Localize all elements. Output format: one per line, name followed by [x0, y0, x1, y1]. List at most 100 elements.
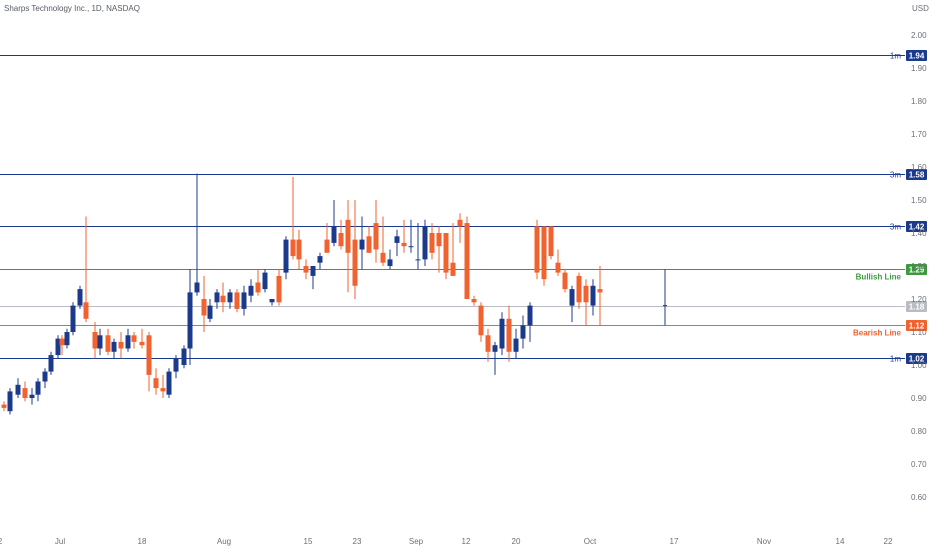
candle-body[interactable] — [131, 335, 137, 342]
candle-body[interactable] — [42, 371, 48, 382]
candle-body[interactable] — [401, 242, 407, 247]
candle-body[interactable] — [64, 332, 70, 346]
candle-body[interactable] — [534, 226, 540, 273]
candle-body[interactable] — [276, 275, 282, 303]
candle-body[interactable] — [548, 226, 554, 257]
candle-body[interactable] — [576, 275, 582, 303]
candle-body[interactable] — [207, 305, 213, 319]
candle-body[interactable] — [160, 388, 166, 392]
candle-body[interactable] — [83, 302, 89, 319]
candle-body[interactable] — [555, 262, 561, 273]
candle-body[interactable] — [296, 239, 302, 260]
candle-body[interactable] — [520, 325, 526, 339]
candle-body[interactable] — [317, 256, 323, 263]
candle-body[interactable] — [35, 381, 41, 395]
level-label: Bearish Line — [853, 329, 902, 338]
candle-body[interactable] — [59, 338, 65, 346]
candle-body[interactable] — [77, 289, 83, 306]
candle-body[interactable] — [597, 289, 603, 293]
time-axis[interactable]: 2 Jul 18 Aug 15 23 Sep 12 20 Oct 17 Nov 14 22 — [0, 537, 893, 546]
candle-body[interactable] — [492, 345, 498, 352]
candle-body[interactable] — [569, 289, 575, 306]
candle-body[interactable] — [227, 292, 233, 303]
candle-body[interactable] — [394, 236, 400, 243]
candle-body[interactable] — [352, 239, 358, 286]
candle-body[interactable] — [436, 233, 442, 247]
candle-body[interactable] — [173, 358, 179, 372]
candle-body[interactable] — [464, 223, 470, 299]
candle-body[interactable] — [590, 285, 596, 306]
candle-body[interactable] — [146, 335, 152, 375]
candle-body[interactable] — [366, 236, 372, 253]
candle-body[interactable] — [111, 341, 117, 352]
candle-body[interactable] — [7, 391, 13, 412]
candle-body[interactable] — [310, 266, 316, 276]
candle-body[interactable] — [422, 226, 428, 260]
candle-body[interactable] — [241, 292, 247, 309]
candle-body[interactable] — [262, 272, 268, 290]
candle-body[interactable] — [471, 299, 477, 303]
candle-body[interactable] — [359, 239, 365, 250]
candle-body[interactable] — [194, 282, 200, 293]
candle-body[interactable] — [583, 285, 589, 303]
candle-body[interactable] — [331, 226, 337, 243]
candle-body[interactable] — [105, 335, 111, 352]
candle-body[interactable] — [139, 341, 145, 346]
candle-body[interactable] — [373, 223, 379, 250]
candle-body[interactable] — [70, 305, 76, 332]
candle-body[interactable] — [201, 299, 207, 316]
candle-body[interactable] — [125, 335, 131, 349]
price-axis[interactable]: USD2.001.901.801.701.601.501.401.301.201… — [911, 4, 929, 502]
candle-body[interactable] — [55, 338, 61, 356]
y-tick-label: 0.70 — [911, 460, 927, 469]
candle-body[interactable] — [408, 246, 414, 248]
candle-body[interactable] — [303, 266, 309, 273]
candle-body[interactable] — [214, 292, 220, 303]
candle-body[interactable] — [22, 388, 28, 398]
candle-body[interactable] — [187, 292, 193, 349]
candle-body[interactable] — [345, 219, 351, 253]
candle-body[interactable] — [457, 219, 463, 227]
candle-body[interactable] — [153, 378, 159, 389]
candle-body[interactable] — [269, 299, 275, 303]
candle-body[interactable] — [97, 335, 103, 349]
candle-body[interactable] — [220, 295, 226, 303]
candle-body[interactable] — [506, 318, 512, 352]
candle-body[interactable] — [1, 404, 7, 408]
price-tag — [906, 353, 927, 364]
candle-body[interactable] — [48, 355, 54, 372]
candle-body[interactable] — [387, 259, 393, 266]
candle-body[interactable] — [248, 285, 254, 296]
candle-body[interactable] — [118, 341, 124, 349]
candle-body[interactable] — [234, 292, 240, 309]
candle-body[interactable] — [29, 394, 35, 398]
candle-body[interactable] — [429, 233, 435, 253]
price-tag — [906, 320, 927, 331]
candle-body[interactable] — [485, 335, 491, 352]
y-tick-label: 0.80 — [911, 427, 927, 436]
candle-body[interactable] — [255, 282, 261, 293]
candle-body[interactable] — [380, 252, 386, 263]
candle-body[interactable] — [290, 239, 296, 257]
candle-body[interactable] — [450, 262, 456, 276]
candle-body[interactable] — [166, 371, 172, 395]
y-tick-label: 1.30 — [911, 262, 927, 271]
y-tick-label: 1.70 — [911, 130, 927, 139]
candle-body[interactable] — [15, 384, 21, 395]
candle-body[interactable] — [415, 259, 421, 261]
candle-body[interactable] — [499, 318, 505, 349]
candle-body[interactable] — [283, 239, 289, 273]
candle-body[interactable] — [181, 348, 187, 366]
candle-body[interactable] — [478, 305, 484, 336]
candle-body[interactable] — [513, 338, 519, 352]
candle-body[interactable] — [92, 332, 98, 349]
candle-body[interactable] — [541, 226, 547, 280]
candle-body[interactable] — [324, 239, 330, 253]
candle-body[interactable] — [562, 272, 568, 290]
x-tick-label: Sep — [409, 537, 424, 546]
candle-body[interactable] — [338, 233, 344, 247]
candle-body[interactable] — [443, 233, 449, 273]
candle-body[interactable] — [527, 305, 533, 326]
